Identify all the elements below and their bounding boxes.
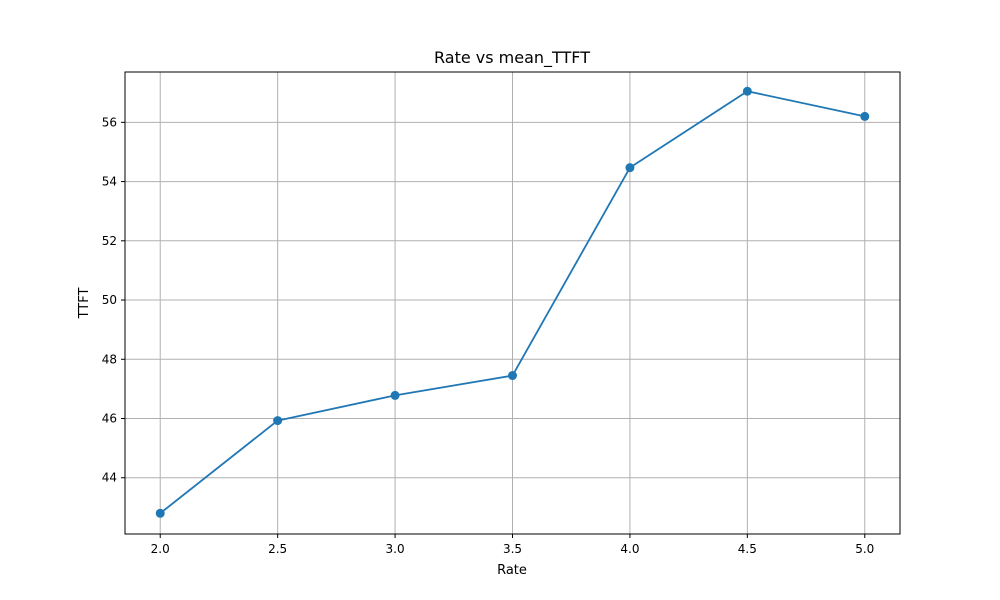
x-axis-label: Rate [497, 563, 527, 578]
y-tick-label: 44 [102, 471, 117, 485]
data-point [742, 86, 752, 96]
y-tick-label: 48 [102, 352, 117, 366]
x-tick-label: 4.5 [738, 542, 757, 556]
data-point [390, 390, 400, 400]
y-tick-label: 56 [102, 115, 117, 129]
x-tick-label: 4.0 [620, 542, 639, 556]
data-series [155, 86, 870, 518]
x-tick-label: 3.0 [386, 542, 405, 556]
data-point [273, 416, 283, 426]
x-tick-label: 2.0 [151, 542, 170, 556]
y-tick-label: 50 [102, 293, 117, 307]
axis-ticks: 2.0 2.5 3.0 3.5 4.0 4.5 5.0 44 46 48 50 52 54 56 [102, 115, 875, 556]
x-tick-label: 3.5 [503, 542, 522, 556]
data-point [860, 111, 870, 121]
grid [125, 72, 900, 534]
y-tick-label: 54 [102, 175, 117, 189]
x-tick-label: 2.5 [268, 542, 287, 556]
y-tick-label: 52 [102, 234, 117, 248]
data-point [625, 163, 635, 173]
data-point [508, 371, 517, 381]
x-tick-label: 5.0 [855, 542, 874, 556]
plot-area-frame [124, 71, 901, 535]
y-axis-label: TTFT [77, 288, 92, 320]
chart-title: Rate vs mean_TTFT [434, 48, 590, 68]
y-tick-label: 46 [102, 412, 117, 426]
data-point [155, 508, 165, 518]
